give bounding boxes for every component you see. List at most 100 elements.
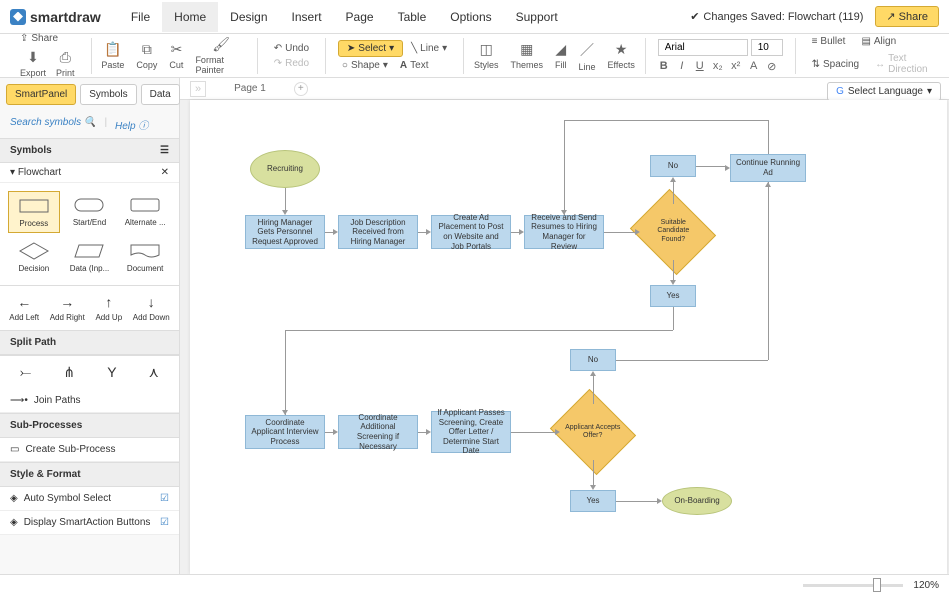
canvas[interactable]: Recruiting Hiring Manager Gets Personnel … <box>190 100 947 574</box>
flowchart-node-no2[interactable]: No <box>570 349 616 371</box>
add-page-button[interactable]: + <box>294 82 308 96</box>
arrow-icon <box>426 229 431 235</box>
chevron-down-icon: ▾ <box>442 43 447 54</box>
arrow-icon <box>561 210 567 215</box>
text-tool[interactable]: AText <box>396 59 433 72</box>
create-sub-process[interactable]: ▭Create Sub-Process <box>0 438 179 462</box>
format-painter-button[interactable]: 🖌Format Painter <box>191 34 250 77</box>
flowchart-node-no1[interactable]: No <box>650 155 696 177</box>
styles-icon: ◫ <box>480 41 493 58</box>
style-opt-display-smartaction-buttons[interactable]: ◈Display SmartAction Buttons☑ <box>0 511 179 535</box>
shape-alternate[interactable]: Alternate ... <box>119 191 171 233</box>
menu-icon[interactable]: ☰ <box>160 145 169 156</box>
left-panel: SmartPanelSymbolsData✕ Search symbols 🔍 … <box>0 78 180 574</box>
flowchart-node-n6[interactable]: Coordinate Additional Screening if Neces… <box>338 415 418 449</box>
font-family-select[interactable] <box>658 39 748 56</box>
shape-decision[interactable]: Decision <box>8 237 60 277</box>
bullet-button[interactable]: ≡Bullet <box>808 35 850 48</box>
cut-button[interactable]: ✂Cut <box>165 39 187 72</box>
close-icon[interactable]: ✕ <box>161 167 169 178</box>
page-tab[interactable]: Page 1 <box>214 81 286 96</box>
line-style-button[interactable]: ／Line <box>574 38 599 74</box>
flowchart-node-n7[interactable]: If Applicant Passes Screening, Create Of… <box>431 411 511 453</box>
shape-datainp[interactable]: Data (Inp... <box>64 237 116 277</box>
select-tool[interactable]: ➤Select▾ <box>338 40 403 57</box>
menu-page[interactable]: Page <box>334 2 386 32</box>
flowchart-edge <box>616 360 768 361</box>
language-selector[interactable]: G Select Language ▾ <box>827 82 941 101</box>
split-y-icon[interactable]: Y <box>107 364 116 381</box>
flowchart-node-n5[interactable]: Coordinate Applicant Interview Process <box>245 415 325 449</box>
shape-startend[interactable]: Start/End <box>64 191 116 233</box>
superscript-button[interactable]: x² <box>730 60 742 73</box>
panel-tab-smartpanel[interactable]: SmartPanel <box>6 84 76 105</box>
paste-button[interactable]: 📋Paste <box>97 39 128 72</box>
flowchart-node-cont[interactable]: Continue Running Ad <box>730 154 806 182</box>
add-left-button[interactable]: ←Add Left <box>9 294 39 322</box>
flowchart-node-n3[interactable]: Create Ad Placement to Post on Website a… <box>431 215 511 249</box>
share-button[interactable]: ↗ Share <box>875 6 939 27</box>
chevron-down-icon: ▾ <box>10 167 15 178</box>
add-up-button[interactable]: ↑Add Up <box>95 294 122 322</box>
menu-support[interactable]: Support <box>504 2 570 32</box>
zoom-slider[interactable] <box>803 584 903 587</box>
font-size-select[interactable] <box>751 39 783 56</box>
flowchart-node-n1[interactable]: Hiring Manager Gets Personnel Request Ap… <box>245 215 325 249</box>
split-tree-icon[interactable]: ⋏ <box>149 364 159 381</box>
shape-category[interactable]: ▾ Flowchart ✕ <box>0 163 179 183</box>
export-button[interactable]: ⬇Export <box>16 47 50 80</box>
align-button[interactable]: ▤Align <box>857 35 900 48</box>
shape-process[interactable]: Process <box>8 191 60 233</box>
shape-tool[interactable]: ○Shape▾ <box>338 59 392 72</box>
share-button-sm[interactable]: ⇪Share <box>16 32 62 45</box>
search-symbols-link[interactable]: Search symbols 🔍 <box>10 117 96 132</box>
flowchart-node-onb[interactable]: On-Boarding <box>662 487 732 515</box>
flowchart-node-n4[interactable]: Receive and Send Resumes to Hiring Manag… <box>524 215 604 249</box>
panel-tab-data[interactable]: Data <box>141 84 180 105</box>
shape-document[interactable]: Document <box>119 237 171 277</box>
flowchart-node-recruit[interactable]: Recruiting <box>250 150 320 188</box>
chevron-down-icon: ▾ <box>389 43 394 54</box>
panel-tab-symbols[interactable]: Symbols <box>80 84 136 105</box>
redo-button[interactable]: ↷Redo <box>270 57 313 70</box>
underline-button[interactable]: U <box>694 60 706 73</box>
menu-table[interactable]: Table <box>386 2 439 32</box>
style-opt-auto-symbol-select[interactable]: ◈Auto Symbol Select☑ <box>0 487 179 511</box>
menu-home[interactable]: Home <box>162 2 218 32</box>
zoom-thumb[interactable] <box>873 578 881 592</box>
help-link[interactable]: Help ⓘ <box>115 117 148 132</box>
split-right-icon[interactable]: ⤚ <box>20 364 31 381</box>
cursor-icon: ➤ <box>347 43 355 54</box>
copy-button[interactable]: ⧉Copy <box>132 39 161 72</box>
clear-format-button[interactable]: ⊘ <box>766 60 778 73</box>
subscript-button[interactable]: x₂ <box>712 60 724 73</box>
direction-icon: ↔ <box>875 59 885 70</box>
prev-page-button[interactable]: » <box>190 81 206 97</box>
undo-button[interactable]: ↶Undo <box>270 42 313 55</box>
add-right-button[interactable]: →Add Right <box>50 294 85 322</box>
menu-insert[interactable]: Insert <box>280 2 334 32</box>
app-logo[interactable]: smartdraw <box>10 9 101 25</box>
split-branch-icon[interactable]: ⋔ <box>63 364 75 381</box>
spacing-button[interactable]: ⇅Spacing <box>808 52 864 76</box>
menu-design[interactable]: Design <box>218 2 279 32</box>
fill-button[interactable]: ◢Fill <box>551 39 571 72</box>
join-paths-item[interactable]: ⟶•Join Paths <box>0 389 179 413</box>
flowchart-edge <box>564 120 768 121</box>
flowchart-node-n2[interactable]: Job Description Received from Hiring Man… <box>338 215 418 249</box>
bold-button[interactable]: B <box>658 60 670 73</box>
line-tool[interactable]: ╲Line▾ <box>407 42 451 55</box>
themes-button[interactable]: ▦Themes <box>506 39 547 72</box>
italic-button[interactable]: I <box>676 60 688 73</box>
font-color-button[interactable]: A <box>748 60 760 73</box>
menu-options[interactable]: Options <box>438 2 503 32</box>
menu-file[interactable]: File <box>119 2 162 32</box>
print-button[interactable]: ⎙Print <box>52 47 79 80</box>
styles-button[interactable]: ◫Styles <box>470 39 503 72</box>
text-direction-button[interactable]: ↔Text Direction <box>871 52 933 76</box>
flowchart-node-yes1[interactable]: Yes <box>650 285 696 307</box>
effects-button[interactable]: ★Effects <box>604 39 639 72</box>
flowchart-node-yes2[interactable]: Yes <box>570 490 616 512</box>
add-down-button[interactable]: ↓Add Down <box>133 294 170 322</box>
checkbox-icon: ☑ <box>160 493 169 504</box>
